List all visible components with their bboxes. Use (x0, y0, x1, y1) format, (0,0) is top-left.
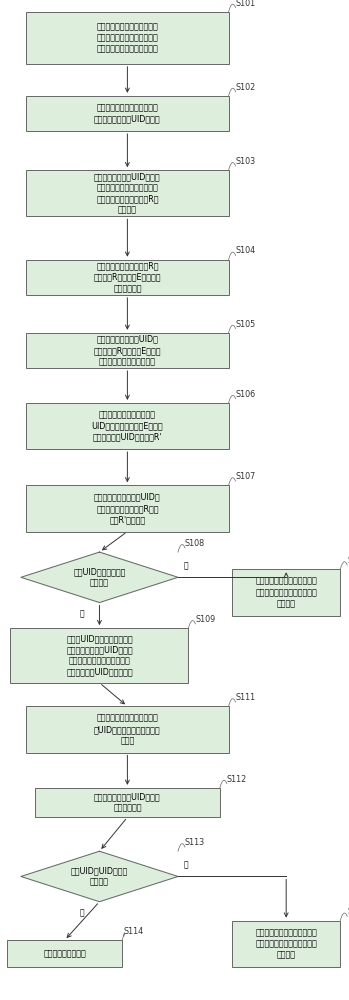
FancyBboxPatch shape (26, 403, 229, 449)
Text: 否: 否 (183, 562, 188, 571)
Text: 电子锁模块对车辆UID验证码
密文进行解密: 电子锁模块对车辆UID验证码 密文进行解密 (94, 792, 161, 813)
Text: 打开手机应用软件，手机接触
电子锁，手机应用软件通过近
场通信向电子锁发送请求指令: 打开手机应用软件，手机接触 电子锁，手机应用软件通过近 场通信向电子锁发送请求指… (97, 22, 158, 53)
Text: S111: S111 (236, 693, 256, 702)
Polygon shape (21, 851, 178, 902)
Text: S114: S114 (124, 927, 144, 936)
FancyBboxPatch shape (26, 170, 229, 216)
Text: 服务器密码算法系统对车辆
UID密文和随机数密文E进行解
密，得到车辆UID和随机数R': 服务器密码算法系统对车辆 UID密文和随机数密文E进行解 密，得到车辆UID和随… (91, 410, 163, 442)
FancyBboxPatch shape (26, 96, 229, 131)
Text: S109: S109 (195, 615, 216, 624)
Text: 将车辆UID和手机信息绑定，
通过加密算法生成UID验证码
密文，向手机应用软件发送开
锁指令和车辆UID验证码密文: 将车辆UID和手机信息绑定， 通过加密算法生成UID验证码 密文，向手机应用软件… (66, 634, 133, 677)
Text: S103: S103 (236, 157, 256, 166)
Text: 手机应用软件将开锁指令和车
辆UID验证码密文发送给电子
锁模块: 手机应用软件将开锁指令和车 辆UID验证码密文发送给电子 锁模块 (94, 714, 161, 745)
FancyBboxPatch shape (26, 260, 229, 295)
Text: S102: S102 (236, 83, 256, 92)
FancyBboxPatch shape (35, 788, 220, 817)
Text: 开锁流程认证失败，将认证失
败信息发送回手机应用软件，
流程结束: 开锁流程认证失败，将认证失 败信息发送回手机应用软件， 流程结束 (255, 577, 317, 608)
FancyBboxPatch shape (7, 940, 122, 967)
Text: S112: S112 (227, 775, 247, 784)
Text: S106: S106 (236, 390, 256, 399)
Text: 在车辆数据库中对车辆UID进
行索引，同时对随机数R和随
机数R'进行比对: 在车辆数据库中对车辆UID进 行索引，同时对随机数R和随 机数R'进行比对 (94, 493, 161, 524)
FancyBboxPatch shape (232, 921, 340, 967)
Text: 电子锁模块接收到请求指令，
向手机发送电子锁UID的密文: 电子锁模块接收到请求指令， 向手机发送电子锁UID的密文 (94, 103, 161, 123)
Text: S110: S110 (347, 556, 349, 565)
Text: S104: S104 (236, 246, 256, 255)
Text: 手机接收到电子锁UID密文并
通过手机应用软件保存，向电
子锁模块发送带有随机数R的
认证指令: 手机接收到电子锁UID密文并 通过手机应用软件保存，向电 子锁模块发送带有随机数… (94, 172, 161, 214)
Text: S115: S115 (347, 907, 349, 916)
FancyBboxPatch shape (26, 485, 229, 532)
Text: 电子锁模块接收到随机数R，
将随机数R加密生成E，发送至
手机应用软件: 电子锁模块接收到随机数R， 将随机数R加密生成E，发送至 手机应用软件 (94, 262, 161, 293)
Text: 否: 否 (183, 861, 188, 870)
Text: S105: S105 (236, 320, 256, 329)
FancyBboxPatch shape (10, 628, 188, 683)
FancyBboxPatch shape (232, 569, 340, 616)
Text: S113: S113 (185, 838, 205, 847)
Text: S107: S107 (236, 472, 256, 481)
Text: S101: S101 (236, 0, 256, 8)
Text: 车辆UID存在且随机数
比对一致: 车辆UID存在且随机数 比对一致 (73, 567, 126, 587)
Text: 手机应用软件将车辆UID密
文、随机数R及其密文E、手机
信息合并发送给认证服务器: 手机应用软件将车辆UID密 文、随机数R及其密文E、手机 信息合并发送给认证服务… (94, 335, 161, 366)
Polygon shape (21, 552, 178, 603)
Text: S108: S108 (185, 539, 205, 548)
FancyBboxPatch shape (26, 333, 229, 368)
Text: 开锁流程认证失败，将认证失
败信息发送回手机应用软件，
流程结束: 开锁流程认证失败，将认证失 败信息发送回手机应用软件， 流程结束 (255, 928, 317, 959)
Text: 车辆UID与UID验证码
配对一致: 车辆UID与UID验证码 配对一致 (71, 866, 128, 887)
FancyBboxPatch shape (26, 706, 229, 753)
Text: 是: 是 (80, 609, 84, 618)
Text: 是: 是 (80, 908, 84, 917)
Text: 车辆开锁，流程结束: 车辆开锁，流程结束 (43, 949, 86, 958)
FancyBboxPatch shape (26, 12, 229, 64)
